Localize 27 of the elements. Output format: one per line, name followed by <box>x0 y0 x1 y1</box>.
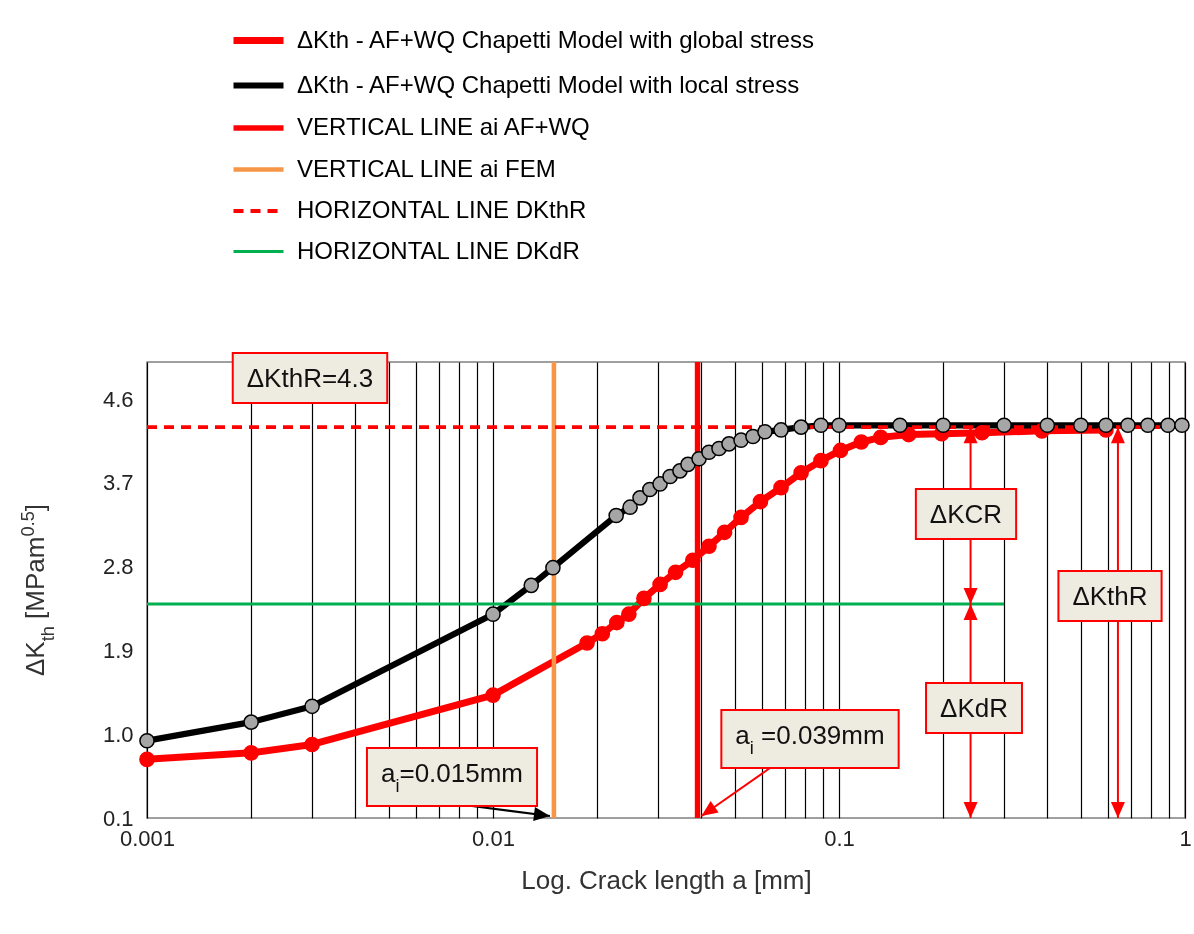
legend-label: HORIZONTAL LINE DKthR <box>297 196 587 223</box>
x-axis-title: Log. Crack length a [mm] <box>521 864 812 895</box>
y-tick-label: 4.6 <box>102 386 134 412</box>
legend-label: VERTICAL LINE ai AF+WQ <box>297 113 590 140</box>
text-box: a$_{i}$=0.015mm <box>365 747 539 807</box>
annotation: a$_{i}$ =0.039mm <box>735 720 885 758</box>
legend-label: VERTICAL LINE ai FEM <box>297 154 556 182</box>
annotation: ΔKthR <box>1072 581 1148 611</box>
legend-label: ΔKth - AF+WQ Chapetti Model with global stress <box>297 25 814 53</box>
legend-label: ΔKth - AF+WQ Chapetti Model with local stress <box>297 70 800 98</box>
annotation: a$_{i}$=0.015mm <box>380 758 524 796</box>
text-box: a$_{i}$ =0.039mm <box>720 709 900 769</box>
text-box: ΔKthR <box>1057 570 1163 622</box>
y-tick-label: 3.7 <box>102 470 134 496</box>
y-tick-label: 1.0 <box>102 721 134 747</box>
annotation: ΔKthR=4.3 <box>246 363 374 393</box>
text-box: ΔKdR <box>925 682 1023 734</box>
legend-label: HORIZONTAL LINE DKdR <box>297 236 580 264</box>
x-tick-label: 0.01 <box>472 825 515 851</box>
annotation: ΔKCR <box>929 499 1003 529</box>
text-box: ΔKthR=4.3 <box>231 352 389 404</box>
y-tick-label: 2.8 <box>102 554 134 580</box>
text-box: ΔKCR <box>914 488 1018 540</box>
x-tick-label: 1 <box>1179 825 1192 851</box>
y-tick-label: 1.9 <box>102 637 134 663</box>
annotation: ΔKdR <box>940 693 1008 723</box>
x-tick-label: 0.1 <box>824 825 855 851</box>
